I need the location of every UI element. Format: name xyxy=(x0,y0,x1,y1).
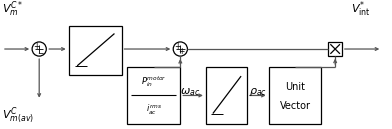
Bar xyxy=(328,42,342,56)
Text: Vector: Vector xyxy=(279,101,310,111)
Text: $V_{\mathrm{int}}^{*}$: $V_{\mathrm{int}}^{*}$ xyxy=(351,0,370,19)
Text: $V_m^{C*}$: $V_m^{C*}$ xyxy=(2,0,23,19)
Text: $\rho_{ac}$: $\rho_{ac}$ xyxy=(249,86,267,98)
Text: $i_{ac}^{rms}$: $i_{ac}^{rms}$ xyxy=(146,103,162,117)
Text: Unit: Unit xyxy=(285,82,305,92)
Text: +: + xyxy=(33,42,40,51)
Bar xyxy=(127,67,180,124)
Bar xyxy=(206,67,247,124)
Text: +: + xyxy=(178,47,185,57)
Text: $P_{in}^{motor}$: $P_{in}^{motor}$ xyxy=(141,74,167,89)
Text: $-$: $-$ xyxy=(37,47,44,57)
Text: +: + xyxy=(174,42,181,51)
Text: $\omega_{ac}$: $\omega_{ac}$ xyxy=(180,86,201,98)
Bar xyxy=(269,67,321,124)
Text: $V_{m(av)}^{C}$: $V_{m(av)}^{C}$ xyxy=(2,106,34,126)
Bar xyxy=(69,26,122,75)
